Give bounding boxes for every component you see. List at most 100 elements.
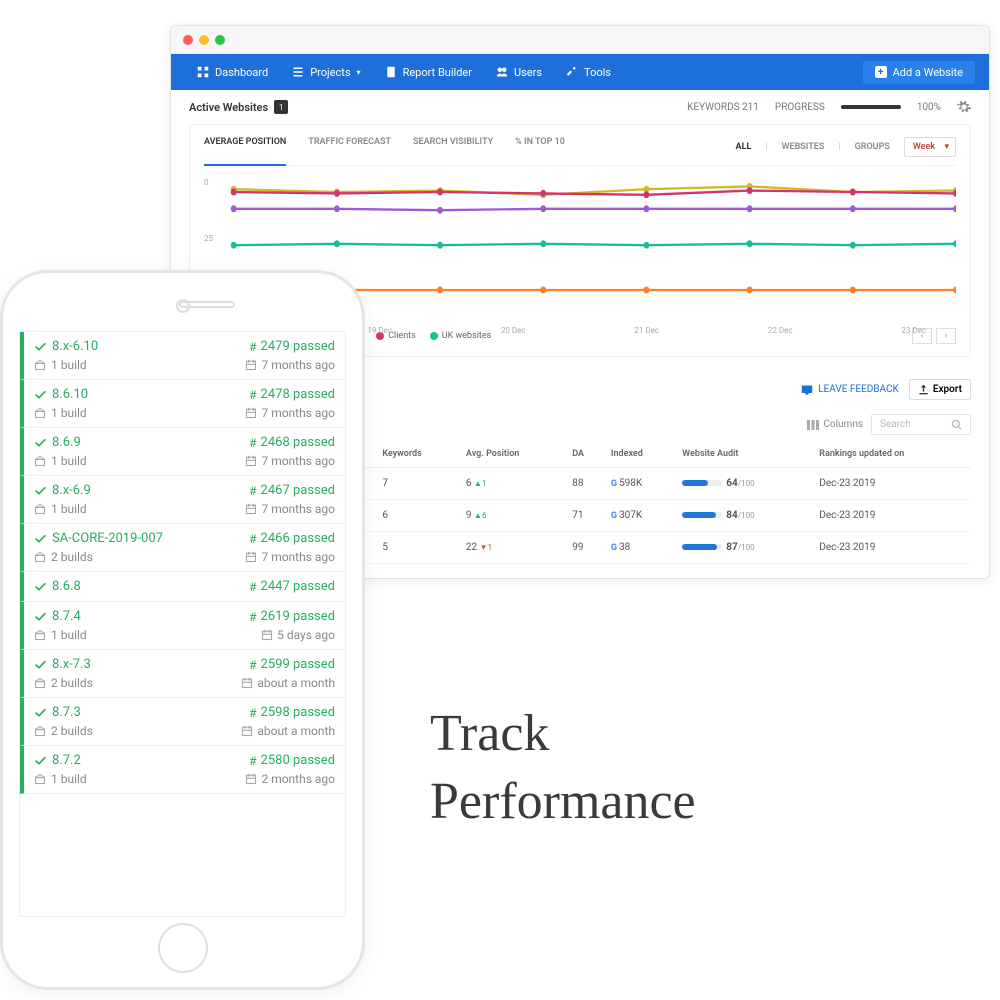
build-passed: #2599 passed [205, 657, 335, 672]
cell-avg: 6 ▲1 [460, 468, 566, 500]
tab-top10[interactable]: % IN TOP 10 [515, 137, 565, 157]
calendar-icon [245, 359, 257, 371]
build-version: 8.x-6.9 [34, 483, 205, 498]
hash-icon: # [249, 340, 256, 354]
cell-kw: 5 [376, 532, 460, 564]
calendar-icon [245, 407, 257, 419]
hash-icon: # [249, 658, 256, 672]
build-row[interactable]: 8.6.9 #2468 passed 1 build 7 months ago [20, 428, 345, 476]
filter-all[interactable]: ALL [736, 142, 752, 152]
period-dropdown[interactable]: Week [904, 137, 956, 157]
xlabel: 23 Dec [901, 326, 926, 335]
calendar-icon [245, 773, 257, 785]
hash-icon: # [249, 532, 256, 546]
check-icon [34, 658, 47, 671]
cell-da: 71 [566, 500, 605, 532]
cell-da: 88 [566, 468, 605, 500]
build-icon [34, 725, 46, 737]
th-indexed[interactable]: Indexed [605, 441, 676, 468]
build-row[interactable]: 8.7.4 #2619 passed 1 build 5 days ago [20, 602, 345, 650]
nav-users[interactable]: Users [484, 54, 554, 90]
window-titlebar [171, 26, 989, 54]
nav-report[interactable]: Report Builder [373, 54, 484, 90]
build-count: 1 build [34, 502, 205, 516]
build-time: about a month [205, 676, 335, 690]
build-time: 7 months ago [205, 454, 335, 468]
calendar-icon [241, 677, 253, 689]
calendar-icon [245, 551, 257, 563]
cell-kw: 7 [376, 468, 460, 500]
nav-tools[interactable]: Tools [554, 54, 623, 90]
th-da[interactable]: DA [566, 441, 605, 468]
feedback-label: LEAVE FEEDBACK [818, 384, 899, 395]
build-time: 7 months ago [205, 550, 335, 564]
build-row[interactable]: 8.7.3 #2598 passed 2 builds about a mont… [20, 698, 345, 746]
check-icon [34, 388, 47, 401]
build-row[interactable]: SA-CORE-2019-007 #2466 passed 2 builds 7… [20, 524, 345, 572]
build-count: 1 build [34, 406, 205, 420]
build-passed: #2619 passed [205, 609, 335, 624]
build-row[interactable]: 8.6.8 #2447 passed [20, 572, 345, 602]
minimize-dot[interactable] [199, 35, 209, 45]
xlabel: 19 Dec [367, 326, 392, 335]
build-passed: #2580 passed [205, 753, 335, 768]
calendar-icon [261, 629, 273, 641]
build-version: 8.7.4 [34, 609, 205, 624]
nav-dashboard[interactable]: Dashboard [185, 54, 280, 90]
users-icon [496, 66, 508, 78]
active-websites-label: Active Websites [189, 101, 268, 114]
th-audit[interactable]: Website Audit [676, 441, 813, 468]
filter-groups[interactable]: GROUPS [855, 142, 890, 152]
plus-icon: + [875, 66, 887, 78]
build-passed: #2598 passed [205, 705, 335, 720]
build-icon [34, 359, 46, 371]
th-keywords[interactable]: Keywords [376, 441, 460, 468]
maximize-dot[interactable] [215, 35, 225, 45]
tab-visibility[interactable]: SEARCH VISIBILITY [413, 137, 493, 157]
tools-icon [566, 66, 578, 78]
build-row[interactable]: 8.6.10 #2478 passed 1 build 7 months ago [20, 380, 345, 428]
build-icon [34, 551, 46, 563]
close-dot[interactable] [183, 35, 193, 45]
build-time: about a month [205, 724, 335, 738]
chart-tabs: AVERAGE POSITION TRAFFIC FORECAST SEARCH… [204, 137, 956, 166]
search-placeholder: Search [880, 419, 911, 430]
build-row[interactable]: 8.x-6.10 #2479 passed 1 build 7 months a… [20, 332, 345, 380]
cell-date: Dec-23 2019 [813, 500, 971, 532]
leave-feedback-link[interactable]: LEAVE FEEDBACK [801, 384, 899, 396]
export-button[interactable]: Export [909, 379, 971, 400]
add-website-button[interactable]: + Add a Website [863, 61, 975, 84]
cell-audit: 84/100 [676, 500, 813, 532]
cell-audit: 87/100 [676, 532, 813, 564]
th-updated[interactable]: Rankings updated on [813, 441, 971, 468]
cell-date: Dec-23 2019 [813, 532, 971, 564]
build-row[interactable]: 8.7.2 #2580 passed 1 build 2 months ago [20, 746, 345, 794]
calendar-icon [241, 725, 253, 737]
columns-button[interactable]: Columns [807, 419, 863, 430]
ylabel: 0 [204, 178, 213, 187]
build-icon [34, 773, 46, 785]
build-icon [34, 629, 46, 641]
th-avg[interactable]: Avg. Position [460, 441, 566, 468]
add-website-label: Add a Website [893, 66, 963, 79]
export-icon [918, 384, 929, 395]
cell-avg: 22 ▼1 [460, 532, 566, 564]
search-input[interactable]: Search [871, 414, 971, 435]
gear-icon[interactable] [957, 100, 971, 114]
build-version: SA-CORE-2019-007 [34, 531, 205, 546]
tab-forecast[interactable]: TRAFFIC FORECAST [308, 137, 391, 157]
hash-icon: # [249, 484, 256, 498]
build-row[interactable]: 8.x-6.9 #2467 passed 1 build 7 months ag… [20, 476, 345, 524]
filter-websites[interactable]: WEBSITES [782, 142, 825, 152]
search-icon [951, 419, 962, 430]
cell-kw: 6 [376, 500, 460, 532]
build-row[interactable]: 8.x-7.3 #2599 passed 2 builds about a mo… [20, 650, 345, 698]
nav-projects[interactable]: Projects ▾ [280, 54, 372, 90]
phone-mockup: 8.x-6.10 #2479 passed 1 build 7 months a… [0, 270, 365, 990]
cell-avg: 9 ▲6 [460, 500, 566, 532]
cell-date: Dec-23 2019 [813, 468, 971, 500]
tab-avg-position[interactable]: AVERAGE POSITION [204, 137, 286, 166]
nav-dashboard-label: Dashboard [215, 66, 268, 79]
progress-label: PROGRESS [775, 102, 825, 113]
build-version: 8.6.9 [34, 435, 205, 450]
